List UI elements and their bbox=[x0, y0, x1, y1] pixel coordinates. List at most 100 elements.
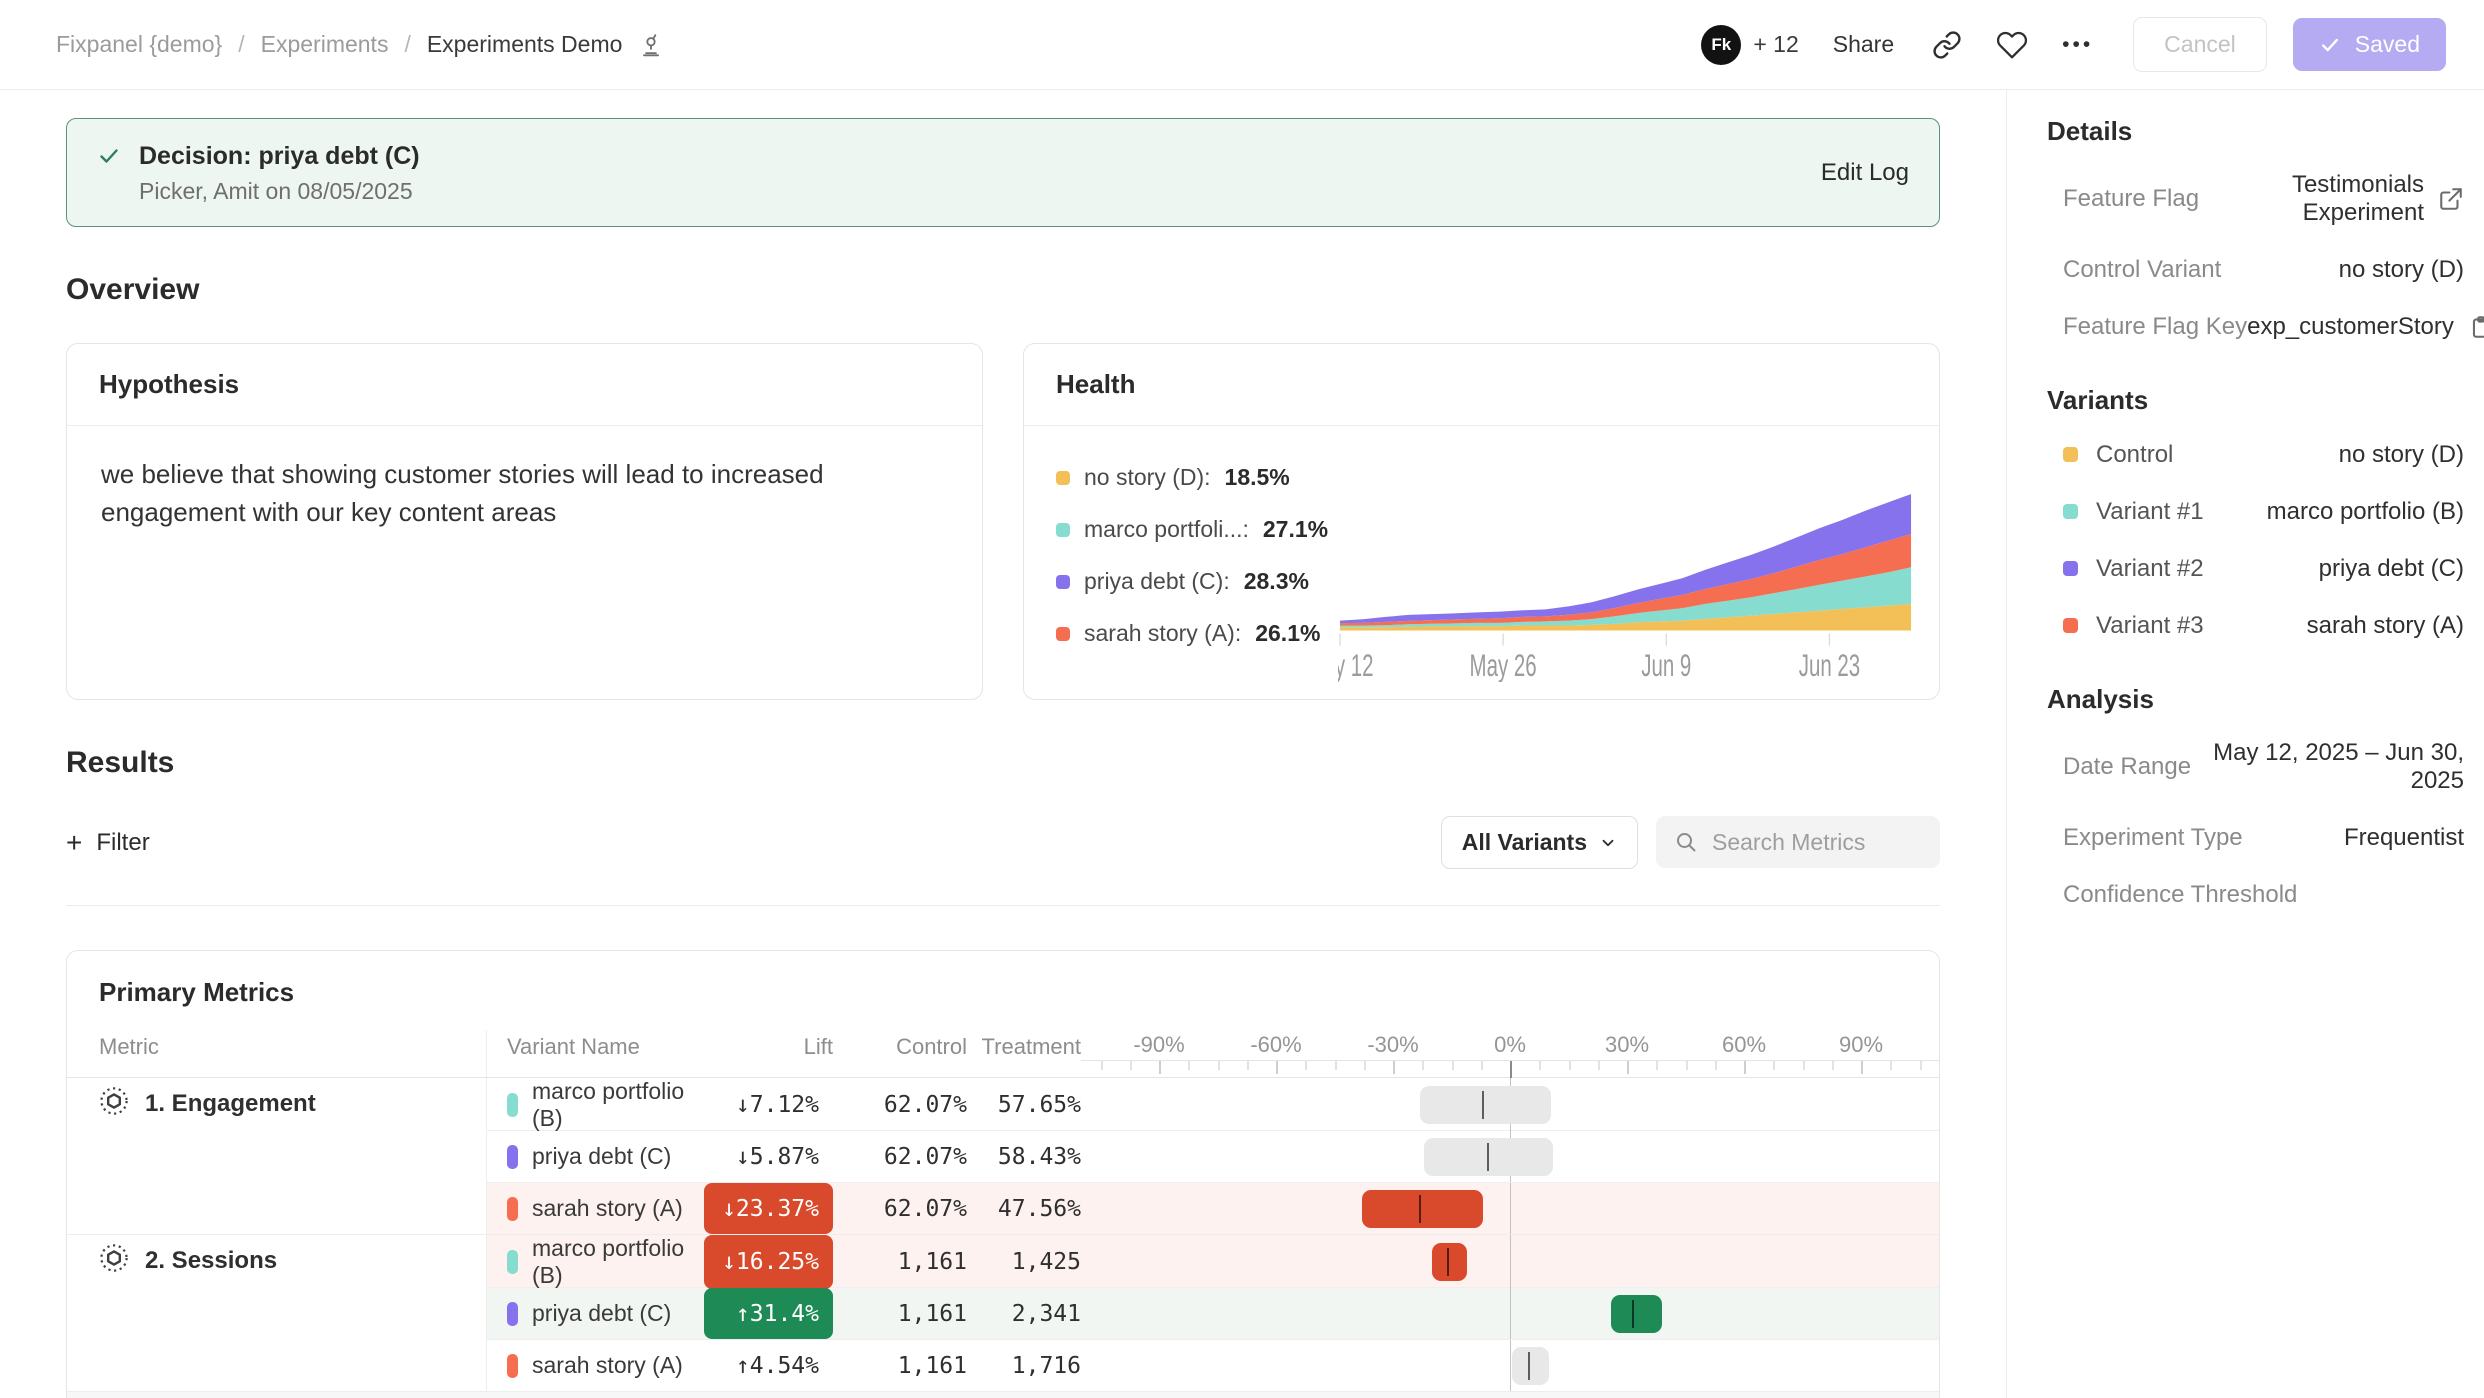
more-options-icon[interactable]: ••• bbox=[2058, 29, 2097, 61]
axis-tick-label: 60% bbox=[1721, 1032, 1767, 1057]
confidence-interval-bar bbox=[1432, 1243, 1468, 1281]
topbar-actions: Fk + 12 Share ••• Cancel Saved bbox=[1701, 17, 2446, 72]
legend-item: no story (D): 18.5% bbox=[1056, 464, 1338, 491]
variant-cell: priya debt (C) bbox=[486, 1131, 704, 1182]
breadcrumb-experiments[interactable]: Experiments bbox=[260, 31, 389, 57]
analysis-label: Experiment Type bbox=[2063, 823, 2243, 851]
variants-dropdown-value: All Variants bbox=[1461, 829, 1587, 855]
saved-button[interactable]: Saved bbox=[2292, 18, 2446, 71]
hypothesis-body: we believe that showing customer stories… bbox=[101, 459, 824, 527]
plus-icon: + bbox=[66, 826, 83, 858]
axis-tick bbox=[1773, 1061, 1776, 1070]
legend-label: marco portfoli...: bbox=[1084, 516, 1249, 542]
table-row[interactable]: marco portfolio (B) ↓16.25% 1,161 1,425 bbox=[486, 1235, 1939, 1289]
search-metrics-box[interactable] bbox=[1656, 816, 1940, 868]
variant-cell: marco portfolio (B) bbox=[486, 1235, 704, 1289]
main-content: Decision: priya debt (C) Picker, Amit on… bbox=[0, 90, 2006, 1398]
detail-label: Feature Flag Key bbox=[2063, 312, 2248, 340]
column-header-variant: Variant Name bbox=[486, 1030, 704, 1077]
health-area-chart: May 12 May 26 Jun 9 Jun 23 bbox=[1306, 494, 1912, 683]
table-row[interactable]: marco portfolio (B) ↓7.12% 62.07% 57.65% bbox=[486, 1078, 1939, 1132]
variant-swatch bbox=[2063, 447, 2078, 462]
x-tick-label: May 12 bbox=[1338, 647, 1373, 682]
hypothesis-title: Hypothesis bbox=[99, 369, 240, 399]
copy-icon[interactable] bbox=[2468, 314, 2484, 340]
axis-tick-label: -60% bbox=[1250, 1032, 1302, 1057]
lift-badge: ↓16.25% bbox=[704, 1235, 833, 1289]
avatar[interactable]: Fk bbox=[1701, 24, 1742, 65]
legend-item: marco portfoli...: 27.1% bbox=[1056, 516, 1338, 543]
variant-label: Variant #3 bbox=[2096, 611, 2204, 639]
external-link-icon[interactable] bbox=[2438, 186, 2464, 212]
confidence-interval-bar bbox=[1361, 1189, 1483, 1228]
variant-value: priya debt (C) bbox=[2318, 554, 2464, 582]
detail-label: Control Variant bbox=[2063, 255, 2222, 283]
variant-cell: marco portfolio (B) bbox=[486, 1078, 704, 1132]
details-rows: Feature Flag Testimonials Experiment Contr… bbox=[2047, 157, 2484, 355]
metric-group: 2. Sessions marco portfolio (B) ↓16.25% 1,1… bbox=[67, 1234, 1939, 1391]
search-icon bbox=[1674, 830, 1698, 854]
primary-metrics-title: Primary Metrics bbox=[99, 977, 295, 1007]
variant-label: Control bbox=[2096, 440, 2174, 468]
copy-link-icon[interactable] bbox=[1928, 26, 1966, 64]
control-cell: 62.07% bbox=[883, 1195, 967, 1222]
axis-tick bbox=[1539, 1061, 1542, 1070]
treatment-cell: 47.56% bbox=[997, 1195, 1081, 1222]
area-series-no-story-d- bbox=[1339, 603, 1912, 631]
table-row[interactable]: sarah story (A) ↓23.37% 62.07% 47.56% bbox=[486, 1182, 1939, 1234]
area-series-marco-portfolio-b- bbox=[1339, 567, 1912, 628]
share-button[interactable]: Share bbox=[1832, 31, 1895, 57]
search-metrics-input[interactable] bbox=[1710, 827, 1922, 857]
variant-value: marco portfolio (B) bbox=[2266, 497, 2464, 525]
axis-tick bbox=[1627, 1061, 1629, 1074]
variant-row: Variant #3 sarah story (A) bbox=[2047, 597, 2464, 654]
lift-cell: ↓23.37% bbox=[704, 1183, 833, 1234]
variant-name: priya debt (C) bbox=[532, 1143, 672, 1169]
axis-tick bbox=[1714, 1061, 1717, 1070]
axis-tick bbox=[1744, 1061, 1746, 1074]
metric-name-cell[interactable]: 1. Engagement bbox=[67, 1078, 486, 1130]
avatar-overflow-count[interactable]: + 12 bbox=[1753, 31, 1799, 57]
detail-value[interactable]: Testimonials Experiment bbox=[2291, 171, 2424, 226]
favorite-heart-icon[interactable] bbox=[1992, 25, 2032, 65]
axis-tick bbox=[1305, 1061, 1308, 1070]
breadcrumb-project[interactable]: Fixpanel {demo} bbox=[56, 31, 223, 57]
metric-name-label: 2. Sessions bbox=[145, 1247, 278, 1274]
legend-label: no story (D): bbox=[1084, 464, 1211, 490]
axis-tick bbox=[1363, 1061, 1366, 1070]
analysis-row: Confidence Threshold bbox=[2047, 866, 2464, 923]
details-heading: Details bbox=[2047, 116, 2133, 146]
lift-badge: ↑31.4% bbox=[704, 1288, 833, 1339]
variant-name: marco portfolio (B) bbox=[532, 1235, 685, 1288]
variant-swatch bbox=[507, 1196, 518, 1221]
metrics-table-footer: + Add bbox=[67, 1391, 1939, 1398]
column-header-lift: Lift bbox=[803, 1034, 833, 1059]
treatment-cell: 2,341 bbox=[1011, 1300, 1081, 1327]
edit-log-button[interactable]: Edit Log bbox=[1820, 158, 1909, 186]
variant-label: Variant #1 bbox=[2096, 497, 2204, 525]
table-row[interactable]: priya debt (C) ↓5.87% 62.07% 58.43% bbox=[486, 1130, 1939, 1182]
confidence-interval-bar bbox=[1611, 1294, 1663, 1333]
variants-dropdown[interactable]: All Variants bbox=[1440, 816, 1638, 869]
table-row[interactable]: sarah story (A) ↑4.54% 1,161 1,716 bbox=[486, 1339, 1939, 1391]
metric-rows: marco portfolio (B) ↓7.12% 62.07% 57.65% pri… bbox=[486, 1078, 1939, 1234]
variant-label: Variant #2 bbox=[2096, 554, 2204, 582]
variant-swatch bbox=[507, 1250, 518, 1274]
lift-cell: ↑4.54% bbox=[735, 1352, 819, 1379]
zero-line bbox=[1510, 1340, 1511, 1391]
treatment-cell: 1,716 bbox=[1011, 1352, 1081, 1379]
overview-heading: Overview bbox=[66, 273, 200, 306]
legend-label: sarah story (A): bbox=[1084, 620, 1242, 646]
axis-tick-label: -90% bbox=[1133, 1032, 1185, 1057]
lift-cell: ↓7.12% bbox=[735, 1092, 819, 1118]
legend-item: priya debt (C): 28.3% bbox=[1056, 568, 1338, 595]
metric-name-cell[interactable]: 2. Sessions bbox=[67, 1235, 486, 1287]
add-filter-button[interactable]: + Filter bbox=[66, 826, 150, 858]
variant-name: priya debt (C) bbox=[532, 1300, 672, 1326]
metric-target-icon bbox=[99, 1086, 129, 1123]
table-row[interactable]: priya debt (C) ↑31.4% 1,161 2,341 bbox=[486, 1287, 1939, 1339]
metrics-table-header: Metric Variant Name Lift Control Treatme… bbox=[67, 1030, 1939, 1078]
analysis-heading: Analysis bbox=[2047, 684, 2154, 714]
cancel-button[interactable]: Cancel bbox=[2133, 17, 2267, 72]
